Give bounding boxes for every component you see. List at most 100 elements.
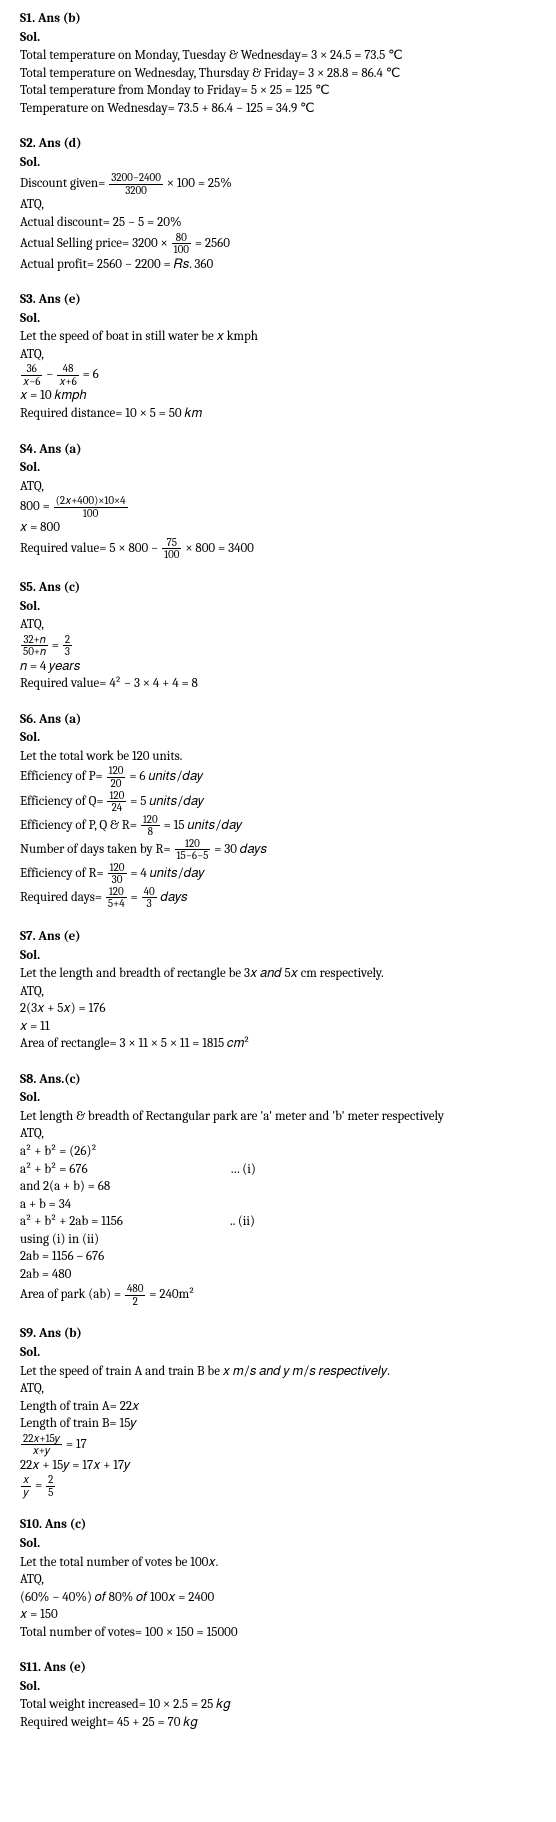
fraction: 12024: [107, 790, 126, 814]
s4-x: 𝑥 = 800: [20, 519, 536, 537]
s10-tv: Total number of votes= 100 × 150 = 15000: [20, 1624, 536, 1642]
s8-e2: a² + b² = 676… (i): [20, 1161, 536, 1179]
text: 800 =: [20, 499, 53, 514]
s9-la: Length of train A= 22𝑥: [20, 1398, 536, 1416]
fraction: 48𝑥+6: [57, 363, 78, 387]
s8-header: S8. Ans.(c): [20, 1071, 536, 1089]
solution-s7: S7. Ans (e) Sol. Let the length and brea…: [20, 928, 536, 1053]
fraction: 4802: [125, 1283, 145, 1307]
s3-x: 𝑥 = 10 𝑘𝑚𝑝ℎ: [20, 387, 536, 405]
text: × 100 = 25%: [164, 176, 232, 191]
s1-sol: Sol.: [20, 29, 536, 47]
fraction: (2𝑥+400)×10×4100: [54, 495, 128, 519]
s2-ap: Actual profit= 2560 − 2200 = 𝑅𝑠. 360: [20, 256, 536, 274]
s10-l1: Let the total number of votes be 100𝑥.: [20, 1554, 536, 1572]
text: Actual Selling price= 3200 ×: [20, 236, 171, 251]
s8-e8: 2ab = 480: [20, 1266, 536, 1284]
fraction: 1208: [141, 814, 160, 838]
solution-s5: S5. Ans (c) Sol. ATQ, 32+𝑛50+𝑛 = 23 𝑛 = …: [20, 579, 536, 693]
fraction: 12015−6−5: [175, 838, 211, 862]
s3-header: S3. Ans (e): [20, 291, 536, 309]
fraction: 𝑥𝑦: [21, 1474, 31, 1498]
s5-eq: 32+𝑛50+𝑛 = 23: [20, 634, 536, 658]
s8-ar: Area of park (ab) = 4802 = 240m²: [20, 1283, 536, 1307]
s3-atq: ATQ,: [20, 346, 536, 364]
s1-header: S1. Ans (b): [20, 10, 536, 28]
s9-header: S9. Ans (b): [20, 1325, 536, 1343]
s5-rv: Required value= 4² − 3 × 4 + 4 = 8: [20, 675, 536, 693]
s7-sol: Sol.: [20, 947, 536, 965]
s9-sol: Sol.: [20, 1344, 536, 1362]
s10-x: 𝑥 = 150: [20, 1606, 536, 1624]
text: =: [49, 638, 62, 653]
fraction: 22𝑥+15𝑦𝑥+𝑦: [21, 1433, 62, 1457]
s6-nd: Number of days taken by R= 12015−6−5 = 3…: [20, 838, 536, 862]
s6-rd: Required days= 1205+4 = 403 𝑑𝑎𝑦𝑠: [20, 886, 536, 910]
s11-l1: Total weight increased= 10 × 2.5 = 25 𝑘𝑔: [20, 1696, 536, 1714]
s6-header: S6. Ans (a): [20, 711, 536, 729]
s9-l1: Let the speed of train A and train B be …: [20, 1363, 536, 1381]
text: Required value= 5 × 800 −: [20, 541, 161, 556]
s5-atq: ATQ,: [20, 616, 536, 634]
text: −: [43, 367, 56, 382]
s1-line: Total temperature on Wednesday, Thursday…: [20, 65, 536, 83]
text: = 2560: [192, 236, 230, 251]
solution-s11: S11. Ans (e) Sol. Total weight increased…: [20, 1659, 536, 1731]
solution-s2: S2. Ans (d) Sol. Discount given= 3200−24…: [20, 135, 536, 273]
s9-ratio: 𝑥𝑦 = 25: [20, 1474, 536, 1498]
fraction: 12020: [107, 765, 126, 789]
s11-header: S11. Ans (e): [20, 1659, 536, 1677]
s6-epqr: Efficiency of P, Q & R= 1208 = 15 𝑢𝑛𝑖𝑡𝑠/…: [20, 814, 536, 838]
fraction: 25: [46, 1474, 55, 1498]
s8-l1: Let length & breadth of Rectangular park…: [20, 1108, 536, 1126]
s8-sol: Sol.: [20, 1089, 536, 1107]
s6-l1: Let the total work be 120 units.: [20, 748, 536, 766]
s6-er: Efficiency of R= 12030 = 4 𝑢𝑛𝑖𝑡𝑠/𝑑𝑎𝑦: [20, 862, 536, 886]
fraction: 3200−24003200: [109, 172, 163, 196]
text: × 800 = 3400: [182, 541, 253, 556]
s6-eq: Efficiency of Q= 12024 = 5 𝑢𝑛𝑖𝑡𝑠/𝑑𝑎𝑦: [20, 790, 536, 814]
s5-header: S5. Ans (c): [20, 579, 536, 597]
solution-s9: S9. Ans (b) Sol. Let the speed of train …: [20, 1325, 536, 1498]
text: Discount given=: [20, 176, 108, 191]
solution-s10: S10. Ans (c) Sol. Let the total number o…: [20, 1516, 536, 1641]
s11-sol: Sol.: [20, 1678, 536, 1696]
fraction: 23: [63, 634, 72, 658]
s1-line: Total temperature on Monday, Tuesday & W…: [20, 47, 536, 65]
s4-header: S4. Ans (a): [20, 441, 536, 459]
s5-sol: Sol.: [20, 598, 536, 616]
s8-e6: using (i) in (ii): [20, 1231, 536, 1249]
s8-e5: a² + b² + 2ab = 1156.. (ii): [20, 1213, 536, 1231]
text: = 6: [80, 367, 99, 382]
s8-e7: 2ab = 1156 – 676: [20, 1248, 536, 1266]
solution-s8: S8. Ans.(c) Sol. Let length & breadth of…: [20, 1071, 536, 1308]
s7-x: 𝑥 = 11: [20, 1018, 536, 1036]
solution-s1: S1. Ans (b) Sol. Total temperature on Mo…: [20, 10, 536, 117]
s2-ad: Actual discount= 25 − 5 = 20%: [20, 214, 536, 232]
s9-atq: ATQ,: [20, 1380, 536, 1398]
s11-l2: Required weight= 45 + 25 = 70 𝑘𝑔: [20, 1714, 536, 1732]
s4-atq: ATQ,: [20, 478, 536, 496]
s1-line: Total temperature from Monday to Friday=…: [20, 82, 536, 100]
s8-e3: and 2(a + b) = 68: [20, 1178, 536, 1196]
fraction: 80100: [172, 232, 191, 256]
s7-l1: Let the length and breadth of rectangle …: [20, 965, 536, 983]
s2-sol: Sol.: [20, 154, 536, 172]
s2-discount: Discount given= 3200−24003200 × 100 = 25…: [20, 172, 536, 196]
s9-e: 22𝑥 + 15𝑦 = 17𝑥 + 17𝑦: [20, 1457, 536, 1475]
fraction: 1205+4: [106, 886, 127, 910]
s10-header: S10. Ans (c): [20, 1516, 536, 1534]
s3-rd: Required distance= 10 × 5 = 50 𝑘𝑚: [20, 405, 536, 423]
s2-asp: Actual Selling price= 3200 × 80100 = 256…: [20, 232, 536, 256]
s5-n: 𝑛 = 4 𝑦𝑒𝑎𝑟𝑠: [20, 658, 536, 676]
s4-eq: 800 = (2𝑥+400)×10×4100: [20, 495, 536, 519]
s9-lb: Length of train B= 15𝑦: [20, 1415, 536, 1433]
s7-header: S7. Ans (e): [20, 928, 536, 946]
s2-atq: ATQ,: [20, 196, 536, 214]
solution-s4: S4. Ans (a) Sol. ATQ, 800 = (2𝑥+400)×10×…: [20, 441, 536, 561]
s2-header: S2. Ans (d): [20, 135, 536, 153]
s7-atq: ATQ,: [20, 983, 536, 1001]
s10-atq: ATQ,: [20, 1571, 536, 1589]
s4-sol: Sol.: [20, 459, 536, 477]
fraction: 75100: [162, 537, 181, 561]
